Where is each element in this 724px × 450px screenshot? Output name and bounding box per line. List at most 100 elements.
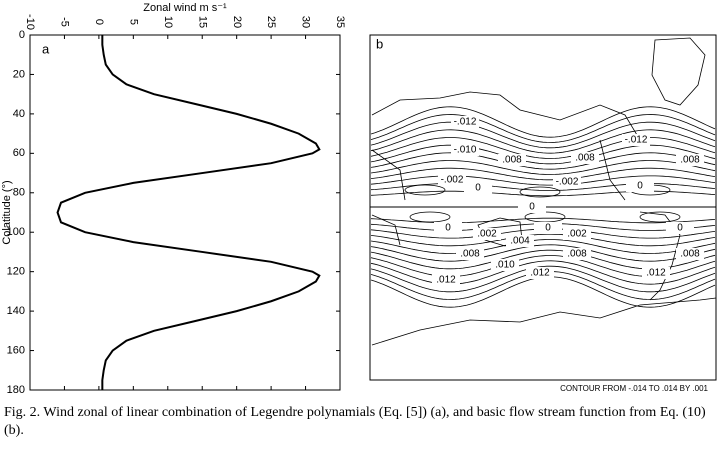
contour-label: .008 [575, 153, 595, 164]
y-axis-label: Colatitude (°) [1, 180, 13, 244]
contour-label: 0 [545, 223, 551, 234]
x-tick-label: 5 [127, 19, 139, 25]
contour-line [370, 129, 716, 154]
south-coast [371, 211, 681, 301]
y-tick-label: 0 [19, 29, 25, 41]
x-tick-label: -10 [24, 14, 36, 30]
contour-line [370, 183, 716, 191]
y-tick-label: 180 [7, 384, 25, 396]
contour-loop [409, 211, 451, 223]
label-bg [526, 267, 554, 279]
footnote: CONTOUR FROM -.014 TO .014 BY .001 [560, 384, 708, 393]
x-tick-label: 0 [93, 19, 105, 25]
contour-label: -.002 [556, 177, 579, 188]
y-tick-label: 80 [13, 187, 25, 199]
north-coast [371, 91, 641, 201]
contour-line [370, 265, 716, 293]
y-tick-label: 20 [13, 68, 25, 80]
label-bg [456, 248, 484, 260]
panel-a-frame [29, 34, 341, 391]
contour-label: -.002 [441, 175, 464, 186]
contour-label: .002 [567, 229, 587, 240]
contour-label: 0 [677, 223, 683, 234]
contour-label: 0 [637, 181, 643, 192]
antarctica [371, 297, 717, 346]
contour-line [370, 152, 716, 170]
contour-label: -.012 [454, 117, 477, 128]
contour-label: 0 [475, 183, 481, 194]
contour-label: 0 [529, 202, 535, 213]
contour-line [370, 233, 716, 247]
contour-line [370, 260, 716, 285]
contour-line [370, 121, 716, 149]
label-bg [642, 267, 670, 279]
x-tick-label: 35 [334, 16, 346, 28]
contour-label: .002 [477, 229, 497, 240]
contours [370, 106, 716, 308]
contour-label: .012 [436, 275, 456, 286]
x-tick-label: 30 [300, 16, 312, 28]
contour-line [370, 167, 716, 181]
label-bg [534, 222, 562, 234]
contour-line [370, 175, 716, 186]
x-tick-label: 25 [265, 16, 277, 28]
x-tick-label: -5 [59, 17, 71, 27]
figure: -10 -5 0 5 10 15 20 25 30 35 0 20 40 60 80 100 120 140 160… [1, 2, 717, 396]
contour-label: .004 [510, 236, 530, 247]
contour-line [370, 106, 716, 138]
contour-label: 0 [445, 223, 451, 234]
label-bg [473, 228, 501, 240]
y-tick-label: 160 [7, 344, 25, 356]
y-tick-label: 140 [7, 305, 25, 317]
contour-line [370, 190, 716, 197]
contour-label: .008 [680, 249, 700, 260]
label-bg [571, 152, 599, 164]
label-bg [563, 248, 591, 260]
label-bg [434, 222, 462, 234]
contour-label: .008 [460, 249, 480, 260]
line [56, 35, 321, 390]
label-bg [491, 259, 519, 271]
contour-label: .012 [530, 268, 550, 279]
panel-label: b [376, 36, 383, 51]
label-bg [498, 154, 526, 166]
y-tick-label: 60 [13, 147, 25, 159]
contour-label: .008 [567, 249, 587, 260]
contour-line [370, 137, 716, 159]
contour-loop [639, 211, 681, 223]
contour-label: .008 [502, 155, 522, 166]
label-bg [438, 174, 466, 186]
y-tick-label: 100 [7, 226, 25, 238]
y-tick-label: 40 [13, 108, 25, 120]
label-bg [563, 228, 591, 240]
y-tick-label: 120 [7, 266, 25, 278]
contour-line [370, 244, 716, 262]
contour-label: .008 [680, 155, 700, 166]
contour-line [370, 144, 716, 165]
x-tick-label: 15 [196, 16, 208, 28]
contour-loop [519, 186, 561, 198]
label-bg [666, 222, 694, 234]
x-tick-label: 20 [231, 16, 243, 28]
contour-line [370, 276, 716, 308]
label-bg [451, 144, 479, 156]
label-bg [506, 235, 534, 247]
contour-label: -.010 [454, 145, 477, 156]
contour-label: -.012 [625, 135, 648, 146]
label-bg [676, 154, 704, 166]
x-axis-label: Zonal wind m s⁻¹ [143, 2, 227, 14]
contour-line [370, 160, 716, 175]
label-bg [622, 134, 650, 146]
contour-label: .012 [646, 268, 666, 279]
label-bg [432, 274, 460, 286]
caption: Fig. 2. Wind zonal of linear combination… [4, 405, 706, 438]
greenland [651, 37, 706, 106]
label-bg [518, 201, 546, 213]
label-bg [626, 180, 654, 192]
contour-label: .010 [495, 260, 515, 271]
contour-line [370, 114, 716, 143]
contour-line [370, 239, 716, 254]
contour-loop [524, 211, 566, 223]
contour-loop [404, 184, 446, 196]
